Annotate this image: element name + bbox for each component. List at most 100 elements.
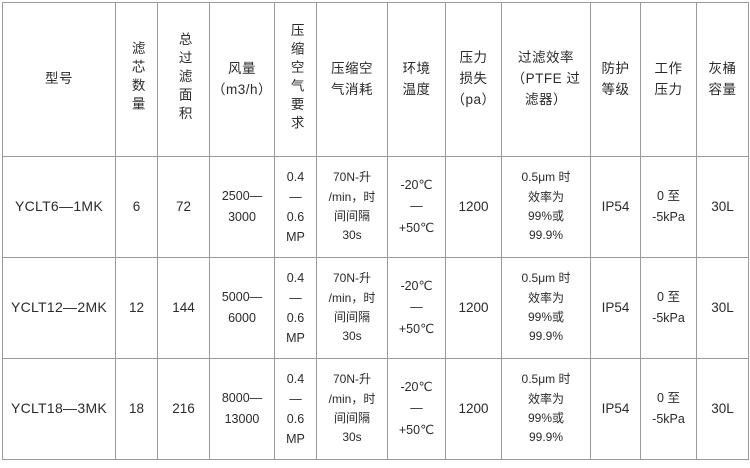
air-req-line2: — xyxy=(289,189,302,204)
cell-compressed-air-consumption: 70N-升 /min，时 间间隔 30s xyxy=(316,358,388,460)
cell-filtration-efficiency: 0.5μm 时 效率为 99%或 99.9% xyxy=(501,156,591,258)
protection-value: IP54 xyxy=(601,299,630,315)
air-use-line2: /min，时 xyxy=(328,290,376,305)
eff-line1: 0.5μm 时 xyxy=(521,170,571,185)
header-protection-level-line1: 防护 xyxy=(601,60,630,76)
table-header-row: 型号 滤芯数量 总过滤面积 风量 （m3/h） 压缩空气要求 压缩空 气消耗 xyxy=(2,2,749,157)
cell-total-filter-area: 72 xyxy=(157,156,210,258)
air-use-line3: 间间隔 xyxy=(333,411,370,425)
header-dust-bucket-capacity-line1: 灰桶 xyxy=(708,60,737,76)
cell-ambient-temperature: -20℃ — +50℃ xyxy=(387,156,446,258)
header-compressed-air-requirement-label: 压缩空气要求 xyxy=(288,22,304,134)
pressure-loss-value: 1200 xyxy=(458,198,489,214)
air-use-line1: 70N-升 xyxy=(332,271,371,286)
eff-line4: 99.9% xyxy=(528,430,564,445)
header-working-pressure-line1: 工作 xyxy=(654,60,683,76)
air-req-line1: 0.4 xyxy=(286,169,305,184)
area-value: 72 xyxy=(175,198,192,214)
work-line2: -5kPa xyxy=(652,311,685,325)
header-filtration-efficiency-line3: 滤器） xyxy=(525,91,567,107)
eff-line3: 99%或 xyxy=(527,411,565,425)
protection-value: IP54 xyxy=(601,198,630,214)
cell-filtration-efficiency: 0.5μm 时 效率为 99%或 99.9% xyxy=(501,257,591,359)
cores-value: 18 xyxy=(128,400,145,416)
cell-compressed-air-consumption: 70N-升 /min，时 间间隔 30s xyxy=(316,257,388,359)
temp-line1: -20℃ xyxy=(400,177,433,192)
header-airflow: 风量 （m3/h） xyxy=(209,2,275,157)
header-filter-core-quantity-label: 滤芯数量 xyxy=(129,41,145,115)
cell-protection-level: IP54 xyxy=(590,156,641,258)
eff-line3: 99%或 xyxy=(527,310,565,324)
header-compressed-air-consumption-line1: 压缩空 xyxy=(331,60,373,76)
cell-model: YCLT6—1MK xyxy=(2,156,116,258)
cell-compressed-air-requirement: 0.4 — 0.6 MP xyxy=(274,358,317,460)
air-use-line3: 间间隔 xyxy=(333,209,370,223)
temp-line3: +50℃ xyxy=(398,321,435,336)
eff-line3: 99%或 xyxy=(527,209,565,223)
cell-model: YCLT12—2MK xyxy=(2,257,116,359)
header-total-filter-area-label: 总过滤面积 xyxy=(176,31,192,125)
eff-line1: 0.5μm 时 xyxy=(521,372,571,387)
bucket-value: 30L xyxy=(711,198,734,214)
cell-compressed-air-requirement: 0.4 — 0.6 MP xyxy=(274,156,317,258)
cell-ambient-temperature: -20℃ — +50℃ xyxy=(387,257,446,359)
work-line2: -5kPa xyxy=(652,412,685,426)
cell-compressed-air-consumption: 70N-升 /min，时 间间隔 30s xyxy=(316,156,388,258)
air-req-line4: MP xyxy=(286,331,305,346)
eff-line2: 效率为 xyxy=(527,290,564,305)
airflow-line2: 3000 xyxy=(228,210,256,224)
pressure-loss-value: 1200 xyxy=(458,400,489,416)
header-protection-level-line2: 等级 xyxy=(601,81,630,97)
air-req-line4: MP xyxy=(286,432,305,447)
cell-airflow: 5000— 6000 xyxy=(209,257,275,359)
cell-filter-core-quantity: 6 xyxy=(115,156,158,258)
cell-compressed-air-requirement: 0.4 — 0.6 MP xyxy=(274,257,317,359)
header-working-pressure: 工作 压力 xyxy=(640,2,697,157)
air-req-line3: 0.6 xyxy=(286,412,305,426)
air-req-line3: 0.6 xyxy=(286,311,305,325)
eff-line1: 0.5μm 时 xyxy=(521,271,571,286)
cell-pressure-loss: 1200 xyxy=(445,257,502,359)
protection-value: IP54 xyxy=(601,400,630,416)
cell-total-filter-area: 216 xyxy=(157,358,210,460)
work-line1: 0 至 xyxy=(657,390,680,405)
table-row: YCLT18—3MK 18 216 8000— 13000 0.4 — 0.6 … xyxy=(2,358,749,460)
air-req-line1: 0.4 xyxy=(286,270,305,285)
cell-pressure-loss: 1200 xyxy=(445,358,502,460)
header-ambient-temperature-line2: 温度 xyxy=(402,81,431,97)
cell-airflow: 8000— 13000 xyxy=(209,358,275,460)
header-filtration-efficiency-line2: （PTFE 过 xyxy=(511,71,581,87)
air-use-line4: 30s xyxy=(342,228,362,243)
header-dust-bucket-capacity-line2: 容量 xyxy=(708,81,737,97)
temp-line2: — xyxy=(410,199,423,214)
airflow-line1: 8000— xyxy=(221,390,263,405)
air-req-line2: — xyxy=(289,391,302,406)
cell-dust-bucket-capacity: 30L xyxy=(696,358,749,460)
air-use-line1: 70N-升 xyxy=(332,170,371,185)
cell-dust-bucket-capacity: 30L xyxy=(696,257,749,359)
header-ambient-temperature: 环境 温度 xyxy=(387,2,446,157)
temp-line1: -20℃ xyxy=(400,379,433,394)
model-value: YCLT12—2MK xyxy=(10,299,108,316)
header-filtration-efficiency-line1: 过滤效率 xyxy=(518,50,574,66)
eff-line2: 效率为 xyxy=(527,189,564,204)
eff-line4: 99.9% xyxy=(528,329,564,344)
cell-filtration-efficiency: 0.5μm 时 效率为 99%或 99.9% xyxy=(501,358,591,460)
header-filtration-efficiency: 过滤效率 （PTFE 过 滤器） xyxy=(501,2,591,157)
area-value: 144 xyxy=(172,299,195,315)
header-protection-level: 防护 等级 xyxy=(590,2,641,157)
header-ambient-temperature-line1: 环境 xyxy=(402,60,431,76)
cell-total-filter-area: 144 xyxy=(157,257,210,359)
cell-dust-bucket-capacity: 30L xyxy=(696,156,749,258)
work-line2: -5kPa xyxy=(652,210,685,224)
cell-filter-core-quantity: 12 xyxy=(115,257,158,359)
header-total-filter-area: 总过滤面积 xyxy=(157,2,210,157)
cell-working-pressure: 0 至 -5kPa xyxy=(640,358,697,460)
header-pressure-loss-line2: 损失 xyxy=(459,71,488,87)
header-model-label: 型号 xyxy=(45,71,73,87)
header-airflow-unit: （m3/h） xyxy=(211,81,272,97)
header-airflow-label: 风量 xyxy=(228,60,256,76)
table-row: YCLT6—1MK 6 72 2500— 3000 0.4 — 0.6 MP 7… xyxy=(2,156,749,258)
bucket-value: 30L xyxy=(711,299,734,315)
